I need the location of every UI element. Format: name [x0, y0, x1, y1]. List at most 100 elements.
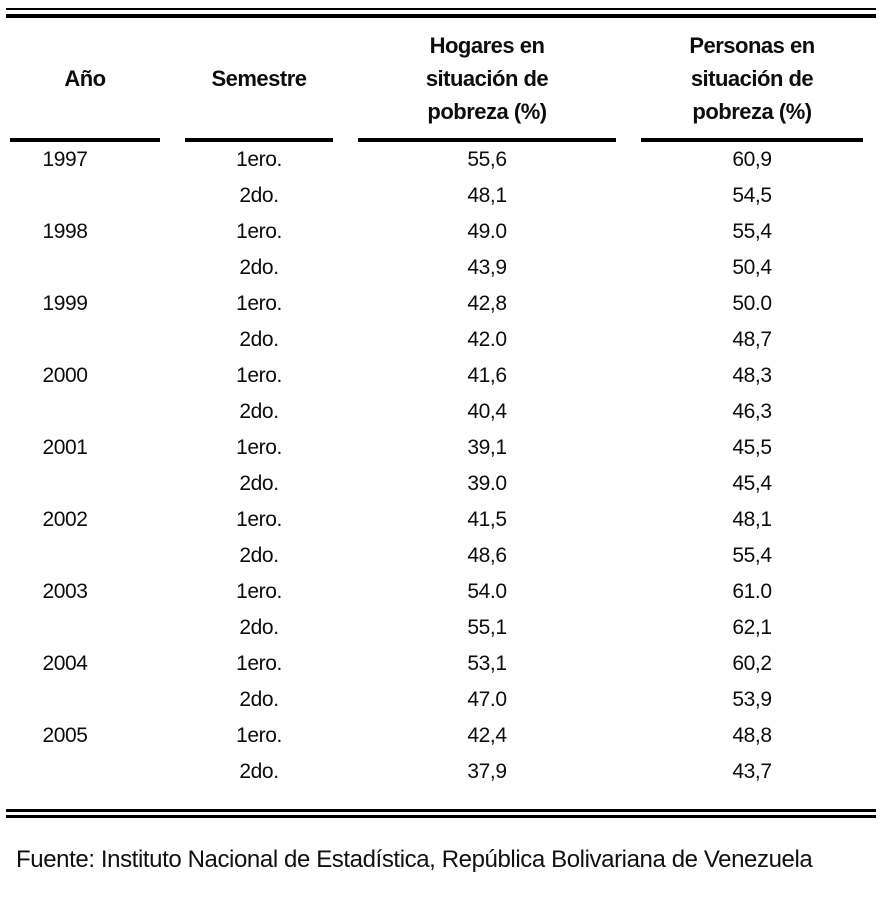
- cell-year: [10, 682, 160, 718]
- table-row: 1998 1ero. 49.0 55,4: [10, 214, 872, 250]
- cell-households: 53,1: [467, 652, 507, 675]
- cell-year: 2000: [42, 364, 88, 387]
- cell-persons: 62,1: [732, 616, 772, 639]
- header-persons-label: Personas en situación de pobreza (%): [689, 32, 815, 124]
- table-row: 1997 1ero. 55,6 60,9: [10, 142, 872, 178]
- cell-households: 55,1: [467, 616, 507, 639]
- cell-persons: 55,4: [732, 544, 772, 567]
- table-row: 2do. 47.0 53,9: [10, 682, 872, 718]
- cell-persons: 54,5: [732, 184, 772, 207]
- cell-semester: 2do.: [239, 616, 279, 639]
- cell-persons: 43,7: [732, 760, 772, 783]
- top-rule-thin: [6, 8, 876, 10]
- cell-persons: 48,8: [732, 724, 772, 747]
- table-row: 2do. 48,1 54,5: [10, 178, 872, 214]
- cell-semester: 1ero.: [236, 436, 282, 459]
- cell-persons: 55,4: [732, 220, 772, 243]
- cell-households: 49.0: [467, 220, 507, 243]
- cell-households: 37,9: [467, 760, 507, 783]
- cell-semester: 1ero.: [236, 652, 282, 675]
- bottom-rule-second: [6, 815, 876, 818]
- cell-semester: 2do.: [239, 256, 279, 279]
- cell-households: 42,4: [467, 724, 507, 747]
- cell-semester: 2do.: [239, 184, 279, 207]
- cell-year: 2001: [42, 436, 88, 459]
- cell-year: 2005: [42, 724, 88, 747]
- cell-semester: 1ero.: [236, 148, 282, 171]
- cell-households: 40,4: [467, 400, 507, 423]
- table-row: 1999 1ero. 42,8 50.0: [10, 286, 872, 322]
- top-rule-thick: [6, 14, 876, 18]
- table-row: 2005 1ero. 42,4 48,8: [10, 718, 872, 754]
- cell-households: 48,6: [467, 544, 507, 567]
- cell-semester: 2do.: [239, 760, 279, 783]
- cell-persons: 48,1: [732, 508, 772, 531]
- cell-year: [10, 466, 160, 502]
- table-row: 2002 1ero. 41,5 48,1: [10, 502, 872, 538]
- cell-year: 1997: [42, 148, 88, 171]
- cell-households: 54.0: [467, 580, 507, 603]
- header-households: Hogares en situación de pobreza (%): [358, 18, 616, 142]
- cell-persons: 61.0: [732, 580, 772, 603]
- cell-semester: 2do.: [239, 400, 279, 423]
- cell-year: [10, 178, 160, 214]
- table-row: 2do. 48,6 55,4: [10, 538, 872, 574]
- table-row: 2001 1ero. 39,1 45,5: [10, 430, 872, 466]
- cell-year: [10, 322, 160, 358]
- cell-semester: 1ero.: [236, 724, 282, 747]
- cell-persons: 60,2: [732, 652, 772, 675]
- header-persons: Personas en situación de pobreza (%): [641, 18, 863, 142]
- table-row: 2do. 55,1 62,1: [10, 610, 872, 646]
- cell-semester: 2do.: [239, 688, 279, 711]
- bottom-rule-first: [6, 809, 876, 812]
- source-note: Fuente: Instituto Nacional de Estadístic…: [16, 846, 813, 873]
- cell-semester: 1ero.: [236, 364, 282, 387]
- cell-semester: 1ero.: [236, 292, 282, 315]
- table-row: 2do. 40,4 46,3: [10, 394, 872, 430]
- cell-persons: 50,4: [732, 256, 772, 279]
- table-body: 1997 1ero. 55,6 60,9 2do. 48,1 54,5 1998…: [0, 142, 882, 790]
- cell-persons: 53,9: [732, 688, 772, 711]
- cell-households: 39,1: [467, 436, 507, 459]
- cell-year: [10, 538, 160, 574]
- cell-semester: 1ero.: [236, 220, 282, 243]
- header-year-label: Año: [64, 65, 106, 91]
- cell-year: 1999: [42, 292, 88, 315]
- cell-year: [10, 394, 160, 430]
- cell-semester: 2do.: [239, 328, 279, 351]
- cell-households: 55,6: [467, 148, 507, 171]
- table-row: 2do. 43,9 50,4: [10, 250, 872, 286]
- table-row: 2do. 39.0 45,4: [10, 466, 872, 502]
- header-semester: Semestre: [185, 18, 333, 142]
- cell-households: 39.0: [467, 472, 507, 495]
- cell-households: 42,8: [467, 292, 507, 315]
- cell-persons: 60,9: [732, 148, 772, 171]
- cell-households: 47.0: [467, 688, 507, 711]
- header-households-label: Hogares en situación de pobreza (%): [425, 32, 549, 124]
- cell-persons: 48,7: [732, 328, 772, 351]
- table-row: 2003 1ero. 54.0 61.0: [10, 574, 872, 610]
- cell-persons: 46,3: [732, 400, 772, 423]
- table-row: 2000 1ero. 41,6 48,3: [10, 358, 872, 394]
- cell-persons: 48,3: [732, 364, 772, 387]
- cell-persons: 50.0: [732, 292, 772, 315]
- cell-semester: 1ero.: [236, 580, 282, 603]
- cell-semester: 2do.: [239, 544, 279, 567]
- cell-households: 42.0: [467, 328, 507, 351]
- cell-semester: 1ero.: [236, 508, 282, 531]
- cell-households: 41,5: [467, 508, 507, 531]
- cell-year: 2003: [42, 580, 88, 603]
- cell-year: [10, 250, 160, 286]
- table-header-row: Año Semestre Hogares en situación de pob…: [10, 18, 872, 142]
- table-row: 2do. 37,9 43,7: [10, 754, 872, 790]
- table-row: 2do. 42.0 48,7: [10, 322, 872, 358]
- cell-semester: 2do.: [239, 472, 279, 495]
- table-row: 2004 1ero. 53,1 60,2: [10, 646, 872, 682]
- header-year: Año: [10, 18, 160, 142]
- cell-persons: 45,4: [732, 472, 772, 495]
- cell-year: 2004: [42, 652, 88, 675]
- cell-year: [10, 754, 160, 790]
- cell-households: 48,1: [467, 184, 507, 207]
- cell-persons: 45,5: [732, 436, 772, 459]
